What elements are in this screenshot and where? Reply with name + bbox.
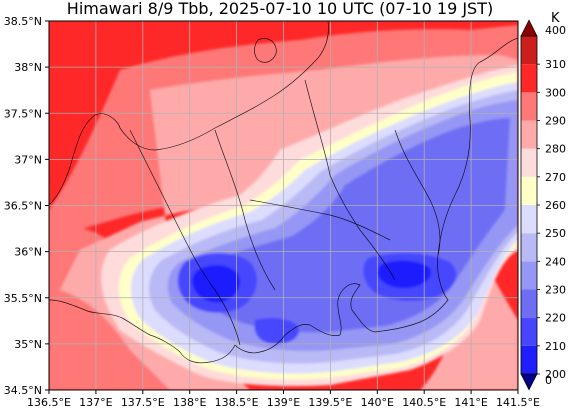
y-tick-label: 38.5°N <box>4 15 42 28</box>
map-title: Himawari 8/9 Tbb, 2025-07-10 10 UTC (07-… <box>66 0 494 18</box>
colorbar-segment <box>521 205 537 234</box>
x-axis: 136.5°E 137°E 137.5°E 138°E 138.5°E 139°E 139.… <box>27 390 540 409</box>
colorbar-tick-label: 200 <box>545 368 566 381</box>
colorbar-tick-label: 240 <box>545 255 566 268</box>
colorbar-segment <box>521 345 537 374</box>
cloud-temperature-field <box>49 25 518 390</box>
y-axis: 34.5°N 35°N 35.5°N 36°N 36.5°N 37°N 37.5°N 38°N… <box>4 15 49 397</box>
coastline-suruga <box>49 299 236 364</box>
x-tick-label: 138°E <box>173 396 206 409</box>
tbb-band-205-core-south <box>254 318 299 344</box>
colorbar-segment <box>521 233 537 262</box>
colorbar-segment <box>521 176 537 205</box>
colorbar-segment <box>521 120 537 149</box>
x-tick-label: 137.5°E <box>121 396 165 409</box>
gridlines <box>49 21 518 390</box>
colorbar-extend-min <box>520 373 538 391</box>
colorbar-tick-label: 230 <box>545 284 566 297</box>
x-tick-label: 137°E <box>79 396 112 409</box>
colorbar-tick-label: 0 <box>545 374 552 387</box>
coastline-kanto-bay <box>234 283 376 354</box>
x-tick-label: 136.5°E <box>27 396 71 409</box>
island-sado <box>254 38 277 63</box>
prefecture-boundary-1 <box>129 129 241 346</box>
y-tick-label: 36°N <box>14 246 42 259</box>
colorbar-tick-label: 260 <box>545 199 566 212</box>
colorbar-segment <box>521 92 537 121</box>
coastline-japan-sea <box>49 21 329 206</box>
colorbar-tick-label: 280 <box>545 143 566 156</box>
prefecture-boundary-4 <box>394 129 441 256</box>
x-tick-label: 141°E <box>454 396 487 409</box>
x-tick-label: 138.5°E <box>215 396 259 409</box>
colorbar-segment <box>521 36 537 65</box>
y-tick-label: 35°N <box>14 338 42 351</box>
colorbar-tick-label: 400 <box>545 24 566 37</box>
colorbar-tick-label: 300 <box>545 86 566 99</box>
y-tick-label: 37.5°N <box>4 107 42 120</box>
coastline-pacific-east <box>374 37 518 333</box>
colorbar-segment <box>521 289 537 318</box>
y-tick-label: 38°N <box>14 61 42 74</box>
prefecture-boundary-3 <box>304 79 396 281</box>
colorbar-tick-label: 310 <box>545 58 566 71</box>
colorbar-unit-label: K <box>551 11 560 26</box>
colorbar-tick-label: 290 <box>545 115 566 128</box>
tbb-band-195-core-east <box>377 260 431 289</box>
x-tick-label: 141.5°E <box>496 396 540 409</box>
colorbar-tick-label: 220 <box>545 312 566 325</box>
x-tick-label: 140°E <box>361 396 394 409</box>
coastlines <box>49 21 518 364</box>
map-panel: 136.5°E 137°E 137.5°E 138°E 138.5°E 139°E 139.… <box>4 15 540 409</box>
prefecture-boundary-2 <box>214 129 276 291</box>
colorbar-segment <box>521 148 537 177</box>
colorbar-extend-max <box>520 19 538 37</box>
y-tick-label: 36.5°N <box>4 200 42 213</box>
colorbar-tick-label: 210 <box>545 340 566 353</box>
colorbar-segment <box>521 261 537 290</box>
x-tick-label: 139.5°E <box>308 396 352 409</box>
colorbar-tick-label: 270 <box>545 171 566 184</box>
x-tick-label: 139°E <box>267 396 300 409</box>
y-tick-label: 37°N <box>14 153 42 166</box>
y-tick-label: 35.5°N <box>4 292 42 305</box>
colorbar-segment <box>521 64 537 93</box>
y-tick-label: 34.5°N <box>4 384 42 397</box>
colorbar-tick-label: 250 <box>545 227 566 240</box>
prefecture-boundary-5 <box>249 199 391 241</box>
x-tick-label: 140.5°E <box>402 396 446 409</box>
colorbar-segment <box>521 317 537 346</box>
